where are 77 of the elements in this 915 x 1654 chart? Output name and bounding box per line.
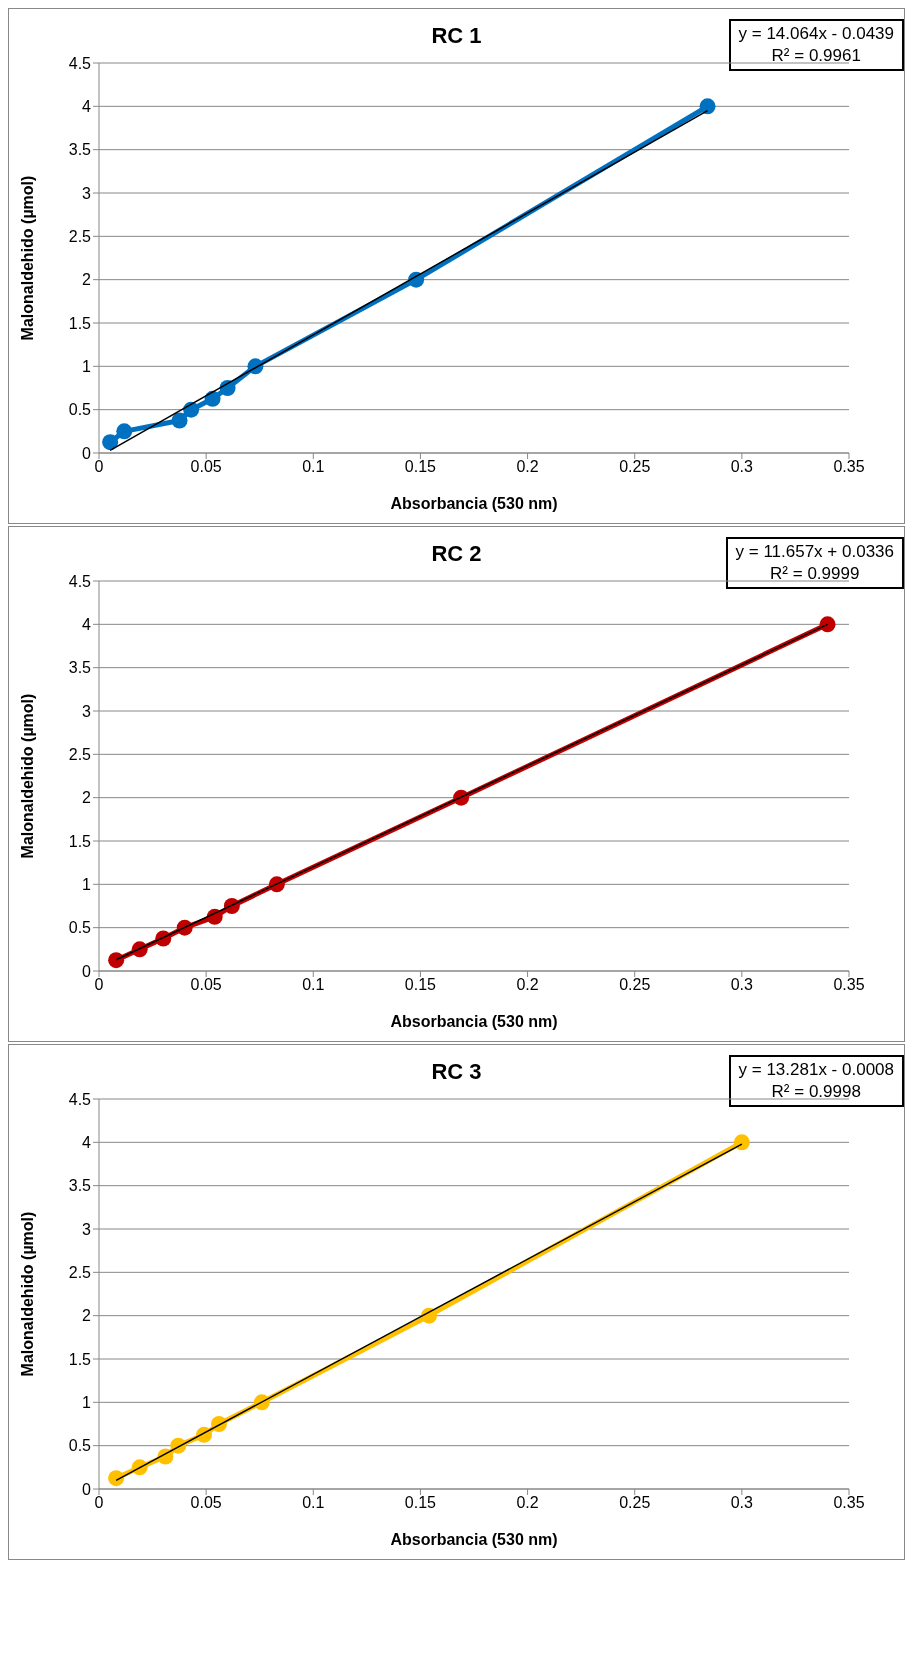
point: [204, 390, 221, 407]
y-tick-label: 4.5: [68, 1090, 92, 1108]
y-tick-label: 4: [82, 98, 92, 116]
x-tick-label: 0.15: [404, 1494, 437, 1512]
y-tick-label: 2: [82, 1307, 92, 1325]
point: [733, 1134, 750, 1151]
y-tick-label: 1: [82, 358, 92, 376]
y-tick-label: 3.5: [68, 659, 92, 677]
y-tick-label: 4: [82, 1134, 92, 1152]
chart-title: RC 2: [431, 541, 482, 566]
x-tick-label: 0: [94, 458, 104, 476]
y-tick-label: 0: [82, 444, 92, 462]
x-tick-label: 0.2: [516, 976, 539, 994]
y-tick-label: 3.5: [68, 141, 92, 159]
x-tick-label: 0.2: [516, 458, 539, 476]
text: y = 14.064x - 0.0439: [738, 23, 894, 45]
y-tick-label: 1.5: [68, 832, 92, 850]
text: y = 13.281x - 0.0008: [738, 1059, 894, 1081]
y-tick-label: 2.5: [68, 1264, 92, 1282]
x-tick-label: 0: [94, 976, 104, 994]
x-tick-label: 0.1: [302, 976, 325, 994]
y-tick-label: 2.5: [68, 228, 92, 246]
x-tick-label: 0: [94, 1494, 104, 1512]
x-axis-title: Absorbancia (530 nm): [390, 1013, 558, 1030]
y-axis-title: Malonaldehido (µmol): [18, 1211, 36, 1377]
chart-title: RC 1: [431, 23, 482, 48]
annotation: R² = 0.9998: [770, 1081, 862, 1103]
y-tick-label: 3: [82, 1220, 92, 1238]
annotation: R² = 0.9961: [770, 45, 862, 67]
x-tick-label: 0.35: [833, 1494, 865, 1512]
point: [699, 98, 716, 115]
y-tick-label: 3: [82, 184, 92, 202]
x-tick-label: 0.3: [730, 1494, 754, 1512]
point: [171, 412, 188, 429]
y-tick-label: 3: [82, 702, 92, 720]
y-axis-title: Malonaldehido (µmol): [18, 175, 36, 341]
x-tick-label: 0.25: [619, 1494, 651, 1512]
y-tick-label: 2: [82, 789, 92, 807]
y-axis-title: Malonaldehido (µmol): [18, 693, 36, 859]
y-tick-label: 4: [82, 616, 92, 634]
y-tick-label: 4.5: [68, 54, 92, 72]
point: [116, 423, 133, 440]
y-tick-label: 4.5: [68, 572, 92, 590]
point: [108, 952, 125, 969]
y-tick-label: 1: [82, 876, 92, 894]
y-tick-label: 0.5: [68, 401, 92, 419]
x-tick-label: 0.1: [302, 1494, 325, 1512]
x-tick-label: 0.35: [833, 458, 865, 476]
x-tick-label: 0.35: [833, 976, 865, 994]
y-tick-label: 0.5: [68, 919, 92, 937]
y-tick-label: 3.5: [68, 1177, 92, 1195]
x-tick-label: 0.25: [619, 458, 651, 476]
y-tick-label: 0: [82, 1480, 92, 1498]
y-tick-label: 0.5: [68, 1437, 92, 1455]
x-tick-label: 0.25: [619, 976, 651, 994]
text: y = 11.657x + 0.0336: [735, 541, 894, 563]
x-tick-label: 0.05: [190, 1494, 222, 1512]
y-tick-label: 1: [82, 1394, 92, 1412]
point: [102, 434, 119, 451]
x-tick-label: 0.1: [302, 458, 325, 476]
y-tick-label: 1.5: [68, 1350, 92, 1368]
x-tick-label: 0.15: [404, 458, 437, 476]
x-tick-label: 0.3: [730, 458, 754, 476]
y-tick-label: 0: [82, 962, 92, 980]
x-axis-title: Absorbancia (530 nm): [390, 495, 558, 512]
x-tick-label: 0.3: [730, 976, 754, 994]
y-tick-label: 2.5: [68, 746, 92, 764]
x-tick-label: 0.15: [404, 976, 437, 994]
y-tick-label: 2: [82, 271, 92, 289]
x-tick-label: 0.2: [516, 1494, 539, 1512]
y-tick-label: 1.5: [68, 314, 92, 332]
x-tick-label: 0.05: [190, 976, 222, 994]
x-tick-label: 0.05: [190, 458, 222, 476]
point: [108, 1470, 125, 1487]
x-axis-title: Absorbancia (530 nm): [390, 1531, 558, 1548]
annotation: R² = 0.9999: [769, 563, 861, 585]
chart-title: RC 3: [431, 1059, 482, 1084]
